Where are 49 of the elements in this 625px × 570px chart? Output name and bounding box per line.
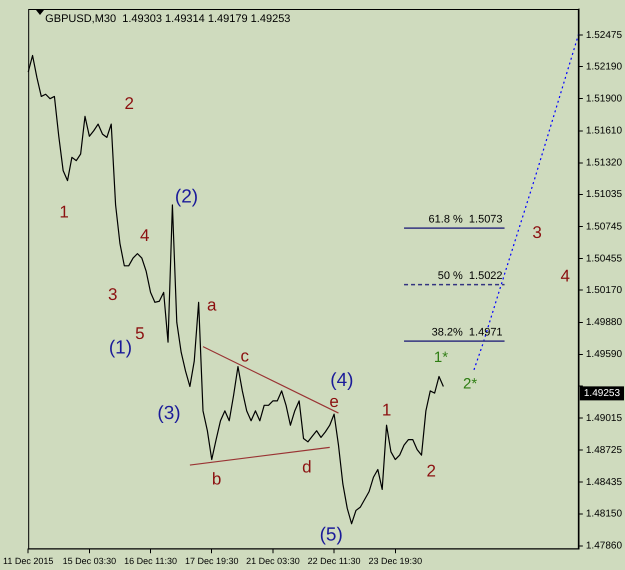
annotation: (3) (157, 403, 181, 424)
annotation: 1 (382, 400, 392, 420)
x-tick-label: 17 Dec 19:30 (184, 556, 239, 566)
y-tick-label: 1.47860 (586, 540, 622, 552)
annotation: e (329, 392, 339, 411)
ref-line-label: 38.2% 1.4971 (432, 326, 503, 339)
annotation: 2* (462, 376, 478, 393)
annotation: (4) (330, 370, 354, 391)
x-tick-label: 22 Dec 11:30 (308, 556, 361, 566)
annotation: d (302, 458, 312, 477)
x-tick-label: 11 Dec 2015 (3, 556, 54, 566)
x-tick-label: 15 Dec 03:30 (62, 556, 116, 566)
annotation: 1 (59, 202, 69, 222)
x-tick-label: 23 Dec 19:30 (368, 556, 422, 566)
y-tick-label: 1.52190 (586, 61, 622, 72)
annotation: 3 (532, 223, 542, 242)
y-tick-label: 1.48435 (586, 476, 622, 488)
annotation: 3 (108, 284, 118, 304)
ref-line-label: 61.8 % 1.5073 (428, 214, 503, 226)
y-tick-label: 1.48150 (586, 508, 622, 520)
annotation: b (212, 469, 222, 488)
y-tick-label: 1.51035 (586, 189, 622, 200)
annotation: (1) (108, 337, 132, 358)
y-tick-label: 1.51610 (586, 126, 622, 137)
annotation: (5) (320, 524, 343, 546)
x-tick-label: 16 Dec 11:30 (124, 556, 177, 566)
annotation: 2 (124, 94, 134, 113)
annotation: c (240, 346, 250, 366)
annotation: 5 (135, 324, 145, 344)
y-tick-label: 1.49015 (586, 412, 622, 424)
x-tick-label: 21 Dec 03:30 (246, 556, 300, 566)
y-tick-label: 1.50745 (586, 221, 622, 232)
annotation: 1* (434, 349, 448, 366)
annotation: 4 (560, 266, 570, 286)
y-tick-label: 1.48725 (586, 444, 622, 456)
annotation: 4 (140, 226, 150, 246)
y-tick-label: 1.50170 (586, 284, 622, 296)
y-tick-label: 1.49880 (586, 317, 622, 328)
ref-line-label: 50 % 1.5022 (438, 270, 503, 282)
y-tick-label: 1.49590 (586, 349, 622, 360)
annotation: (2) (174, 186, 198, 208)
y-tick-label: 1.50455 (586, 253, 622, 264)
annotation: 2 (426, 461, 436, 480)
text: 1.49253 (584, 388, 620, 400)
chart-title: GBPUSD,M30 1.49303 1.49314 1.49179 1.49253 (45, 13, 290, 26)
y-tick-label: 1.51320 (586, 158, 622, 169)
annotation: a (207, 296, 218, 315)
y-tick-label: 1.52475 (586, 30, 622, 41)
y-tick-label: 1.51900 (586, 93, 622, 104)
